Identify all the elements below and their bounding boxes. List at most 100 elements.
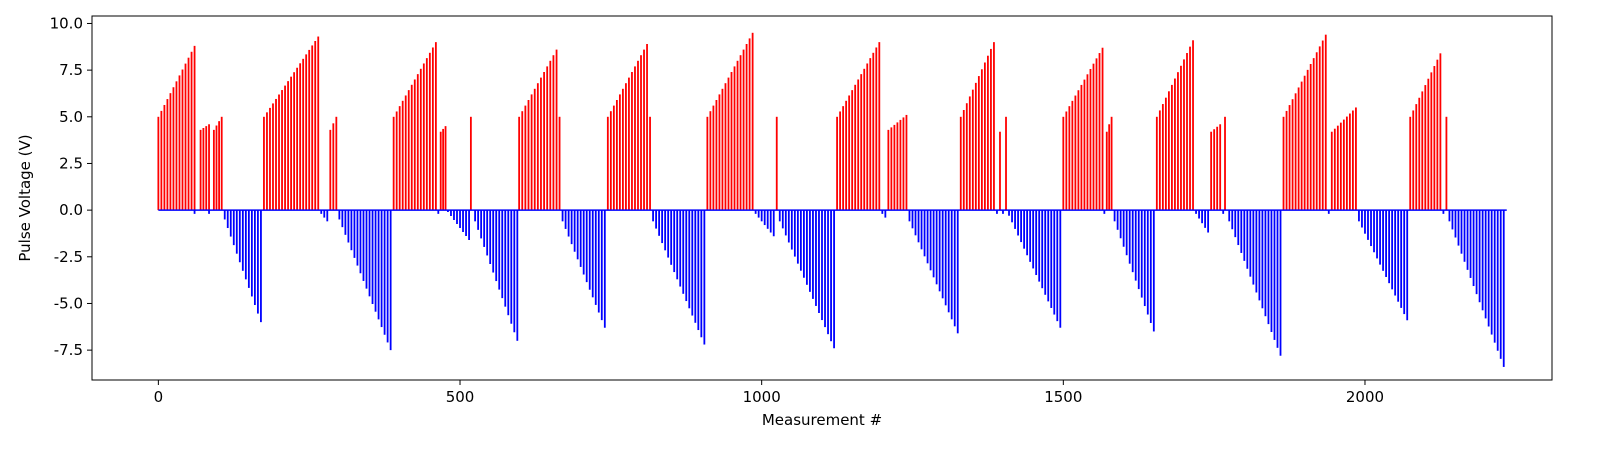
- positive-pulse-bar: [980, 69, 983, 211]
- negative-pulse-bar: [359, 210, 362, 274]
- positive-pulse-bar: [869, 58, 872, 211]
- negative-pulse-bar: [353, 210, 356, 258]
- positive-pulse-bar: [987, 55, 989, 211]
- positive-pulse-bar: [1409, 116, 1412, 211]
- negative-pulse-bar: [374, 210, 377, 312]
- positive-pulse-bar: [422, 63, 425, 211]
- positive-pulse-bar: [290, 76, 292, 211]
- positive-pulse-bar: [1180, 65, 1182, 211]
- positive-pulse-bar: [1219, 124, 1222, 211]
- negative-pulse-bar: [781, 210, 784, 229]
- negative-pulse-bar: [691, 210, 694, 316]
- positive-pulse-bar: [540, 77, 542, 211]
- positive-pulse-bar: [902, 117, 905, 211]
- negative-pulse-bar: [1119, 210, 1122, 239]
- negative-pulse-bar: [489, 210, 492, 264]
- negative-pulse-bar: [250, 210, 253, 297]
- negative-pulse-bar: [480, 210, 483, 239]
- positive-pulse-bar: [637, 60, 639, 211]
- positive-pulse-bar: [727, 77, 730, 211]
- positive-pulse-bar: [1216, 126, 1219, 211]
- positive-pulse-bar: [202, 128, 205, 211]
- negative-pulse-bar: [821, 210, 823, 321]
- negative-pulse-bar: [1391, 210, 1394, 290]
- negative-pulse-bar: [1103, 210, 1106, 214]
- negative-pulse-bar: [241, 210, 244, 271]
- positive-pulse-bar: [848, 95, 851, 211]
- positive-pulse-bar: [1077, 90, 1080, 211]
- negative-pulse-bar: [459, 210, 461, 228]
- negative-pulse-bar: [1023, 210, 1026, 249]
- positive-pulse-bar: [706, 116, 709, 211]
- positive-pulse-bar: [220, 116, 223, 211]
- negative-pulse-bar: [1246, 210, 1249, 269]
- negative-pulse-bar: [685, 210, 688, 302]
- negative-pulse-bar: [1059, 210, 1062, 328]
- negative-pulse-bar: [803, 210, 805, 278]
- negative-pulse-bar: [652, 210, 654, 222]
- negative-pulse-bar: [1487, 210, 1490, 327]
- positive-pulse-bar: [527, 100, 530, 211]
- negative-pulse-bar: [806, 210, 808, 285]
- negative-pulse-bar: [1376, 210, 1378, 259]
- positive-pulse-bar: [971, 89, 974, 211]
- negative-pulse-bar: [1116, 210, 1119, 230]
- positive-pulse-bar: [469, 116, 472, 211]
- negative-pulse-bar: [1394, 210, 1397, 296]
- negative-pulse-bar: [935, 210, 938, 285]
- positive-pulse-bar: [275, 98, 277, 211]
- positive-pulse-bar: [287, 81, 289, 211]
- negative-pulse-bar: [1397, 210, 1400, 302]
- negative-pulse-bar: [1385, 210, 1387, 277]
- positive-pulse-bar: [401, 100, 404, 211]
- negative-pulse-bar: [676, 210, 679, 280]
- positive-pulse-bar: [1439, 53, 1442, 211]
- negative-pulse-bar: [365, 210, 368, 289]
- positive-pulse-bar: [1005, 116, 1007, 211]
- negative-pulse-bar: [818, 210, 820, 313]
- positive-pulse-bar: [1324, 34, 1327, 211]
- positive-pulse-bar: [1062, 116, 1065, 211]
- positive-pulse-bar: [709, 111, 712, 211]
- positive-pulse-bar: [1415, 104, 1418, 211]
- negative-pulse-bar: [793, 210, 796, 257]
- negative-pulse-bar: [1367, 210, 1369, 240]
- positive-pulse-bar: [1155, 116, 1158, 211]
- negative-pulse-bar: [1237, 210, 1240, 246]
- positive-pulse-bar: [1189, 46, 1191, 211]
- negative-pulse-bar: [1026, 210, 1029, 256]
- positive-pulse-bar: [993, 42, 995, 211]
- positive-pulse-bar: [172, 87, 175, 211]
- positive-pulse-bar: [775, 116, 778, 211]
- positive-pulse-bar: [1418, 97, 1421, 211]
- positive-pulse-bar: [751, 32, 754, 211]
- negative-pulse-bar: [1047, 210, 1050, 302]
- positive-pulse-bar: [625, 83, 627, 211]
- negative-pulse-bar: [492, 210, 495, 273]
- positive-pulse-bar: [1168, 91, 1170, 211]
- positive-pulse-bar: [745, 44, 748, 211]
- negative-pulse-bar: [1044, 210, 1047, 295]
- positive-pulse-bar: [1086, 74, 1089, 211]
- positive-pulse-bar: [1186, 53, 1188, 211]
- negative-pulse-bar: [1056, 210, 1059, 322]
- negative-pulse-bar: [1472, 210, 1475, 287]
- positive-pulse-bar: [965, 103, 968, 211]
- negative-pulse-bar: [1258, 210, 1261, 301]
- positive-pulse-bar: [413, 79, 416, 211]
- negative-pulse-bar: [914, 210, 917, 236]
- negative-pulse-bar: [932, 210, 935, 278]
- positive-pulse-bar: [398, 106, 401, 211]
- negative-pulse-bar: [486, 210, 489, 256]
- negative-pulse-bar: [947, 210, 950, 313]
- positive-pulse-bar: [649, 116, 651, 211]
- positive-pulse-bar: [193, 45, 196, 211]
- positive-pulse-bar: [977, 76, 980, 211]
- negative-pulse-bar: [1122, 210, 1125, 247]
- negative-pulse-bar: [1252, 210, 1255, 285]
- positive-pulse-bar: [1074, 95, 1077, 211]
- negative-pulse-bar: [450, 210, 452, 216]
- negative-pulse-bar: [1113, 210, 1116, 222]
- positive-pulse-bar: [187, 57, 190, 211]
